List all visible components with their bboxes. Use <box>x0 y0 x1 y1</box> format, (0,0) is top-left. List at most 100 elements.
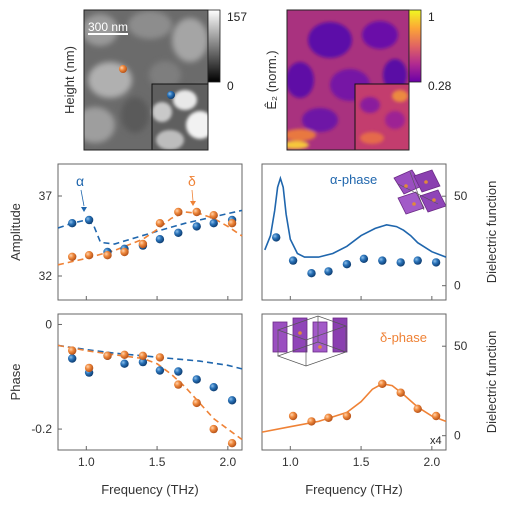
amplitude-ytick-label: 32 <box>39 269 53 283</box>
dielectric_alpha-point-blue <box>342 260 352 269</box>
amplitude-point-orange <box>209 211 218 220</box>
near-field-colorbar <box>408 9 422 83</box>
delta-label: δ <box>188 173 196 189</box>
phase-point-orange <box>209 424 218 434</box>
dielectric_alpha-point-blue <box>396 258 405 267</box>
amplitude-point-orange <box>84 251 94 260</box>
phase-xtick-label: 1.5 <box>149 455 166 469</box>
phase-point-blue <box>192 375 201 384</box>
phase-point-orange <box>155 353 165 362</box>
phase-point-orange <box>84 363 94 373</box>
delta-crystal-icon <box>272 315 348 367</box>
alpha-label: α <box>76 173 84 189</box>
phase-point-blue <box>227 396 237 405</box>
dielectric_delta-xtick-label: 2.0 <box>424 455 441 469</box>
dielectric-alpha-ylabel: Dielectric function <box>484 181 499 284</box>
phase-plot: Phase <box>8 313 243 451</box>
amplitude-fit-orange <box>57 211 243 266</box>
amplitude-point-blue <box>209 219 218 228</box>
amplitude-ylabel: Amplitude <box>8 203 23 261</box>
dielectric_alpha-ytick-label: 50 <box>454 189 468 203</box>
dielectric_delta-ytick-label: 50 <box>454 339 468 353</box>
near-field-cbar-max: 1 <box>428 10 435 24</box>
amplitude-point-orange <box>155 219 165 228</box>
amplitude-point-orange <box>103 251 112 260</box>
phase-ylabel: Phase <box>8 364 23 401</box>
dielectric_alpha-point-blue <box>378 256 387 265</box>
height-map-ylabel: Height (nm) <box>62 46 77 114</box>
amplitude-point-orange <box>174 207 183 217</box>
amplitude-point-blue <box>174 228 183 237</box>
dielectric_delta-ytick-label: 0 <box>454 429 461 443</box>
dielectric_delta-xtick-label: 1.0 <box>282 455 299 469</box>
scale-note: x4 <box>430 435 442 447</box>
phase-point-orange <box>103 351 112 360</box>
xlabel-right: Frequency (THz) <box>305 482 403 497</box>
phase-point-orange <box>138 351 148 360</box>
dielectric-delta-ylabel: Dielectric function <box>484 331 499 434</box>
amplitude-point-blue <box>192 222 201 231</box>
phase-point-orange <box>227 439 237 448</box>
amplitude-point-blue <box>155 235 165 244</box>
dielectric_delta-point-orange <box>324 413 333 422</box>
dielectric_alpha-point-blue <box>272 233 281 242</box>
phase-point-blue <box>120 359 129 368</box>
alpha-crystal-icon <box>393 169 447 215</box>
amplitude-fit-blue <box>57 209 243 245</box>
near-field-panel: 1 0.28 Ê₂ (norm.) <box>264 9 452 151</box>
phase-ytick-label: 0 <box>45 317 52 331</box>
phase-point-blue <box>138 357 148 367</box>
phase-xtick-label: 2.0 <box>220 455 237 469</box>
dielectric_alpha-point-blue <box>359 254 369 263</box>
dielectric-alpha-plot: α-phase Dielectric function <box>261 163 499 301</box>
chart-marks: 32 37 0 50 0 -0.2 1.0 1.5 2.0 0 50 1.0 1.5 2.0 <box>31 175 468 469</box>
delta-phase-label: δ-phase <box>380 330 427 345</box>
near-field-ylabel: Ê₂ (norm.) <box>264 50 279 109</box>
scale-bar-label: 300 nm <box>88 20 128 34</box>
dielectric-delta-plot: δ-phase x4 Dielectric function <box>261 313 499 451</box>
phase-point-blue <box>68 354 77 363</box>
dielectric_alpha-point-blue <box>324 267 333 276</box>
phase-point-blue <box>174 367 183 376</box>
marker-blue <box>167 91 175 99</box>
height-map-image <box>84 10 208 150</box>
dielectric_delta-point-orange <box>288 411 298 421</box>
dielectric_alpha-point-blue <box>307 269 316 278</box>
marker-orange <box>119 65 127 73</box>
dielectric_alpha-fit-blue <box>264 175 447 258</box>
phase-ytick-label: -0.2 <box>31 422 52 436</box>
phase-point-orange <box>68 346 77 355</box>
height-cbar-max: 157 <box>227 10 247 24</box>
near-field-cbar-min: 0.28 <box>428 79 452 93</box>
amplitude-ytick-label: 37 <box>39 189 53 203</box>
phase-point-blue <box>209 383 218 392</box>
amplitude-point-blue <box>68 219 77 228</box>
amplitude-point-orange <box>192 207 201 217</box>
phase-xtick-label: 1.0 <box>78 455 95 469</box>
dielectric_delta-point-orange <box>431 411 441 421</box>
dielectric_alpha-point-blue <box>431 258 441 267</box>
amplitude-plot: Amplitude α δ <box>8 163 243 301</box>
dielectric_alpha-point-blue <box>413 256 422 265</box>
phase-point-blue <box>155 366 165 375</box>
height-map-panel: 300 nm 157 0 Height (nm) <box>62 9 247 151</box>
alpha-phase-label: α-phase <box>330 172 377 187</box>
amplitude-point-blue <box>84 215 94 225</box>
amplitude-point-orange <box>68 252 77 261</box>
near-field-image <box>287 10 409 150</box>
amplitude-point-orange <box>138 239 148 249</box>
phase-point-orange <box>120 350 129 359</box>
xlabel-left: Frequency (THz) <box>101 482 199 497</box>
dielectric_delta-point-orange <box>413 404 422 413</box>
dielectric_delta-point-orange <box>396 388 405 397</box>
dielectric_delta-xtick-label: 1.5 <box>353 455 370 469</box>
dielectric_alpha-point-blue <box>288 256 298 265</box>
phase-point-orange <box>174 380 183 389</box>
dielectric_alpha-ytick-label: 0 <box>454 279 461 293</box>
phase-point-orange <box>192 398 201 408</box>
dielectric_delta-point-orange <box>378 379 387 388</box>
height-cbar-min: 0 <box>227 79 234 93</box>
amplitude-point-orange <box>120 247 129 257</box>
dielectric_delta-point-orange <box>307 417 316 426</box>
